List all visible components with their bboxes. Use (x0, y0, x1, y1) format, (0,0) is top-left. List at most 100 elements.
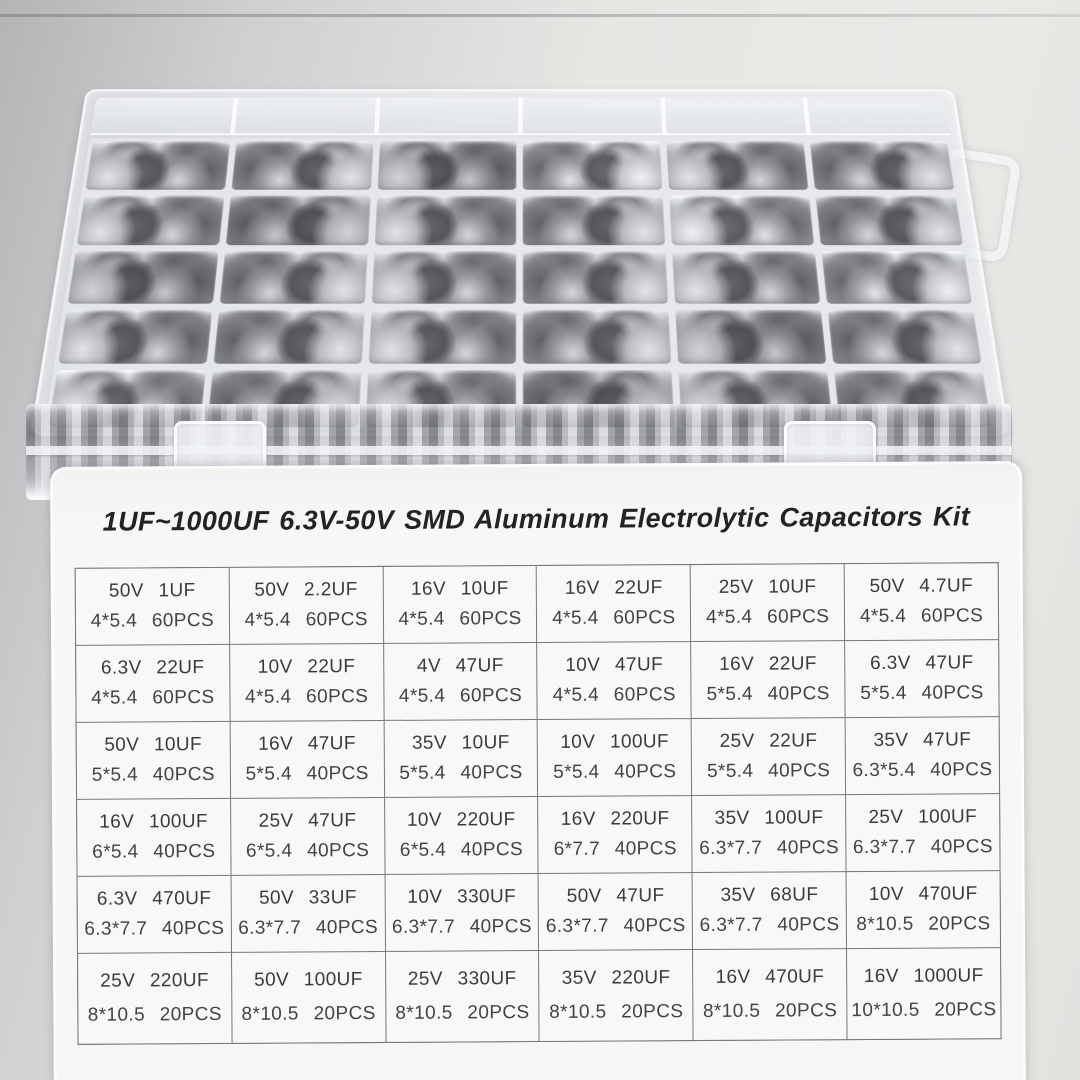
spec-cell: 16V 22UF 4*5.4 60PCS (537, 565, 691, 642)
compartment-grid (43, 138, 997, 432)
spec-size-quantity: 6.3*7.7 40PCS (852, 835, 993, 858)
spec-size-quantity: 4*5.4 60PCS (552, 683, 677, 706)
spec-voltage-capacitance: 10V 22UF (257, 656, 356, 679)
spec-voltage-capacitance: 16V 220UF (560, 808, 670, 831)
spec-cell: 10V 47UF 4*5.4 60PCS (537, 642, 691, 719)
spec-size-quantity: 8*10.5 20PCS (87, 1003, 222, 1026)
spec-voltage-capacitance: 16V 22UF (564, 577, 663, 600)
spec-cell: 16V 220UF 6*7.7 40PCS (538, 796, 692, 873)
spec-size-quantity: 8*10.5 20PCS (241, 1002, 376, 1025)
spec-size-quantity: 4*5.4 60PCS (91, 686, 215, 709)
spec-size-quantity: 4*5.4 60PCS (245, 685, 369, 708)
spec-voltage-capacitance: 10V 47UF (565, 654, 664, 677)
spec-cell: 16V 470UF 8*10.5 20PCS (693, 949, 847, 1041)
spec-cell: 6.3V 47UF 5*5.4 40PCS (845, 640, 999, 718)
box-compartment (67, 251, 219, 304)
box-compartment (675, 309, 827, 365)
spec-cell: 50V 10UF 5*5.4 40PCS (76, 721, 230, 799)
spec-voltage-capacitance: 50V 33UF (258, 887, 357, 910)
spec-size-quantity: 5*5.4 40PCS (399, 761, 523, 784)
box-compartment (368, 309, 517, 365)
spec-size-quantity: 5*5.4 40PCS (553, 760, 677, 783)
spec-size-quantity: 6*5.4 40PCS (92, 840, 216, 863)
spec-voltage-capacitance: 50V 4.7UF (869, 575, 974, 598)
spec-cell: 10V 22UF 4*5.4 60PCS (229, 643, 384, 721)
spec-cell: 10V 470UF 8*10.5 20PCS (846, 871, 1000, 949)
spec-size-quantity: 8*10.5 20PCS (549, 1001, 684, 1023)
spec-table: 50V 1UF 4*5.4 60PCS 50V 2.2UF 4*5.4 60PCS 16… (74, 562, 1002, 1045)
spec-size-quantity: 6.3*5.4 40PCS (852, 758, 993, 781)
spec-cell: 25V 22UF 5*5.4 40PCS (691, 718, 846, 796)
spec-voltage-capacitance: 25V 220UF (100, 970, 210, 992)
spec-size-quantity: 4*5.4 60PCS (398, 684, 523, 707)
spec-voltage-capacitance: 25V 100UF (868, 806, 978, 829)
spec-voltage-capacitance: 16V 47UF (258, 733, 356, 756)
spec-voltage-capacitance: 50V 47UF (566, 885, 665, 908)
spec-size-quantity: 8*10.5 20PCS (856, 912, 991, 935)
box-compartment (821, 251, 973, 304)
spec-voltage-capacitance: 25V 10UF (718, 576, 817, 599)
spec-cell: 10V 220UF 6*5.4 40PCS (384, 797, 539, 874)
spec-size-quantity: 4*5.4 60PCS (706, 605, 830, 628)
spec-size-quantity: 6*7.7 40PCS (553, 837, 677, 860)
box-compartment (815, 195, 964, 246)
spec-size-quantity: 4*5.4 60PCS (90, 609, 215, 632)
capacitor-storage-box (30, 89, 1010, 436)
box-compartment (85, 141, 231, 190)
box-compartment (809, 141, 955, 190)
spec-size-quantity: 5*5.4 40PCS (245, 762, 369, 785)
spec-cell: 50V 100UF 8*10.5 20PCS (231, 951, 386, 1043)
spec-voltage-capacitance: 16V 22UF (719, 653, 817, 676)
spec-voltage-capacitance: 4V 47UF (416, 655, 504, 678)
spec-cell: 50V 47UF 6.3*7.7 40PCS (539, 873, 693, 950)
box-compartment (377, 141, 517, 190)
spec-size-quantity: 6.3*7.7 40PCS (391, 915, 532, 938)
spec-voltage-capacitance: 6.3V 22UF (100, 657, 205, 679)
box-compartment (672, 251, 821, 304)
spec-cell: 16V 100UF 6*5.4 40PCS (77, 798, 231, 876)
box-compartment (371, 251, 517, 304)
spec-voltage-capacitance: 50V 2.2UF (254, 579, 358, 602)
spec-voltage-capacitance: 50V 1UF (108, 580, 196, 602)
box-compartment (523, 141, 663, 190)
box-rim (26, 446, 1012, 456)
spec-size-quantity: 4*5.4 60PCS (859, 604, 984, 627)
kit-title: 1UF~1000UF 6.3V-50V SMD Aluminum Electro… (102, 501, 971, 537)
spec-cell: 50V 1UF 4*5.4 60PCS (75, 567, 229, 645)
spec-cell: 50V 33UF 6.3*7.7 40PCS (231, 874, 385, 952)
box-compartment (827, 309, 982, 365)
spec-cell: 35V 10UF 5*5.4 40PCS (384, 720, 538, 797)
spec-size-quantity: 4*5.4 60PCS (244, 608, 368, 631)
spec-size-quantity: 6.3*7.7 40PCS (545, 914, 686, 937)
spec-voltage-capacitance: 35V 10UF (411, 732, 510, 755)
box-compartment (231, 141, 374, 190)
spec-voltage-capacitance: 35V 100UF (714, 807, 824, 830)
spec-voltage-capacitance: 10V 100UF (560, 731, 670, 754)
box-compartment (76, 195, 225, 246)
spec-voltage-capacitance: 50V 10UF (104, 734, 203, 756)
spec-cell: 16V 1000UF 10*10.5 20PCS (847, 948, 1001, 1040)
spec-cell: 16V 22UF 5*5.4 40PCS (691, 641, 845, 719)
spec-cell: 50V 4.7UF 4*5.4 60PCS (844, 563, 999, 641)
spec-voltage-capacitance: 10V 470UF (868, 883, 978, 906)
spec-voltage-capacitance: 6.3V 47UF (870, 652, 974, 675)
spec-voltage-capacitance: 10V 330UF (407, 886, 517, 909)
spec-cell: 6.3V 22UF 4*5.4 60PCS (76, 644, 230, 722)
spec-size-quantity: 6.3*7.7 40PCS (84, 917, 225, 940)
spec-cell: 25V 47UF 6*5.4 40PCS (230, 797, 385, 875)
spec-size-quantity: 4*5.4 60PCS (552, 606, 676, 629)
spec-voltage-capacitance: 10V 220UF (406, 809, 516, 832)
spec-cell: 16V 47UF 5*5.4 40PCS (230, 720, 384, 798)
spec-cell: 4V 47UF 4*5.4 60PCS (383, 643, 538, 720)
box-compartment (219, 251, 368, 304)
spec-voltage-capacitance: 16V 100UF (99, 811, 209, 834)
spec-voltage-capacitance: 25V 22UF (719, 730, 818, 753)
box-compartment (669, 195, 815, 246)
spec-cell: 25V 220UF 8*10.5 20PCS (78, 952, 232, 1044)
box-compartment (666, 141, 809, 190)
spec-size-quantity: 4*5.4 60PCS (398, 607, 522, 630)
spec-cell: 35V 220UF 8*10.5 20PCS (539, 950, 693, 1041)
box-compartment (523, 309, 672, 365)
spec-size-quantity: 6*5.4 40PCS (399, 838, 524, 861)
spec-voltage-capacitance: 16V 10UF (410, 578, 509, 601)
